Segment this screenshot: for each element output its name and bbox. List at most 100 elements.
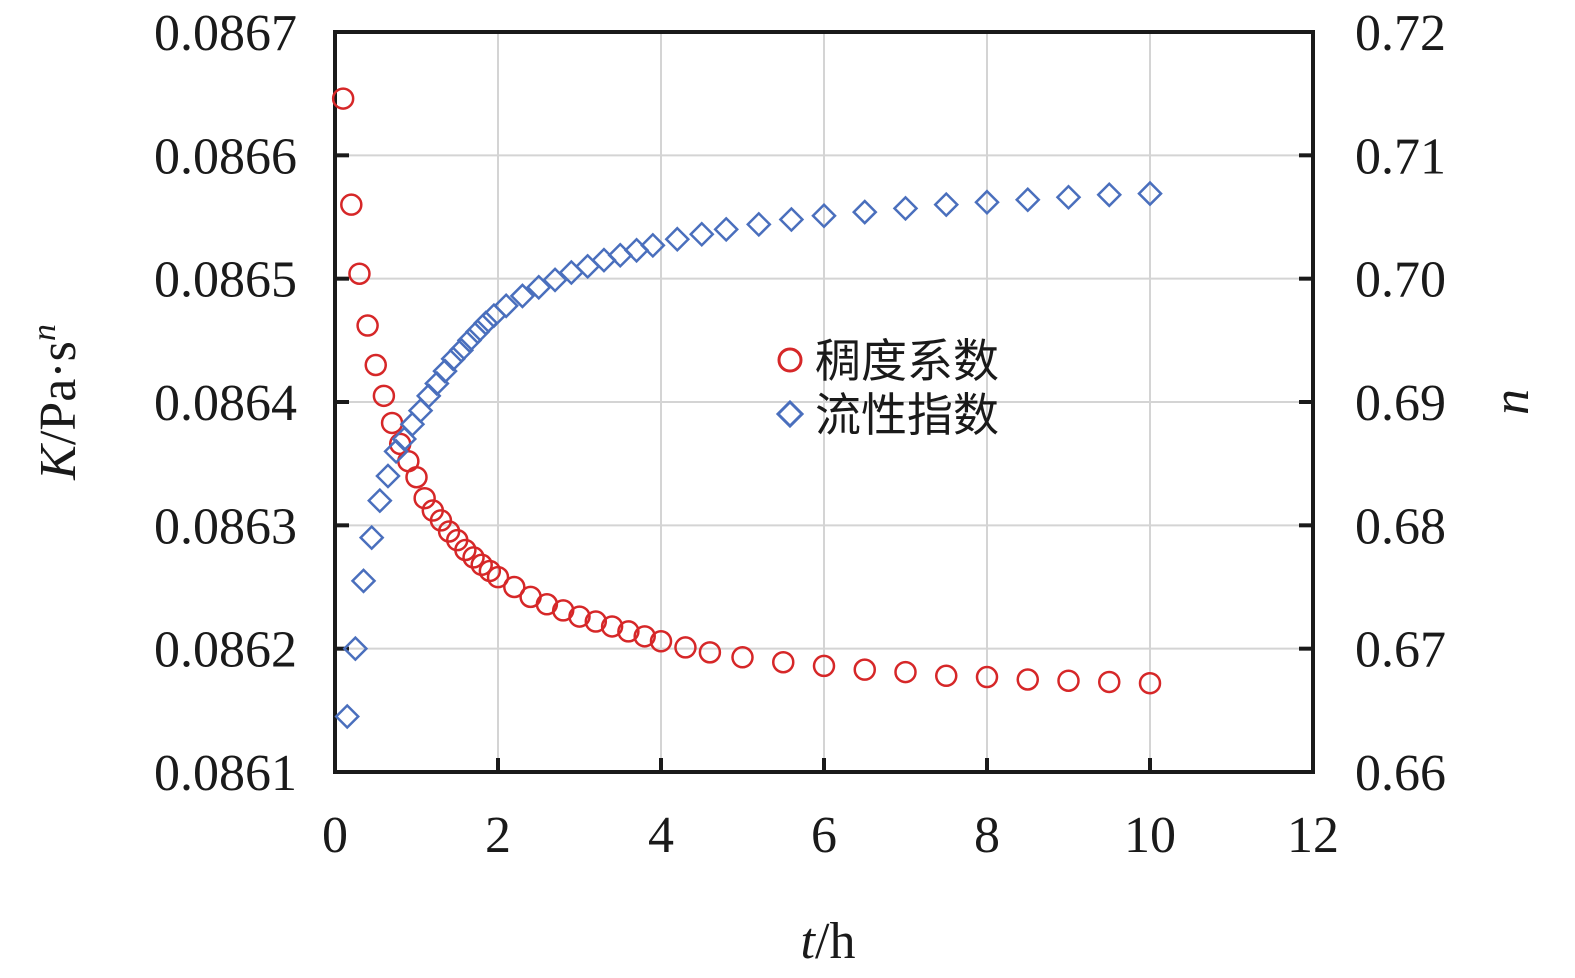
- flow-index-point: [640, 232, 666, 259]
- flow-index-point: [542, 267, 568, 293]
- consistency-point: [1138, 671, 1162, 695]
- flow-index-point: [778, 206, 805, 233]
- consistency-point: [348, 262, 371, 285]
- y-right-tick-label: 0.67: [1355, 622, 1446, 679]
- y-right-tick-label: 0.66: [1355, 745, 1446, 802]
- consistency-point: [331, 87, 355, 110]
- flow-index-point: [415, 383, 442, 409]
- y-left-tick-label: 0.0861: [154, 745, 297, 802]
- x-tick-label: 2: [485, 807, 511, 864]
- consistency-point: [731, 646, 754, 669]
- x-tick-label: 10: [1124, 807, 1176, 864]
- consistency-point: [584, 610, 608, 633]
- consistency-point: [405, 465, 428, 489]
- flow-index-point: [1055, 184, 1082, 211]
- axis-ticks: [333, 30, 1315, 774]
- y-left-tick-label: 0.0863: [154, 498, 297, 555]
- flow-index-point: [464, 318, 491, 345]
- legend-label-flow-index: 流性指数: [815, 388, 999, 442]
- series: [331, 87, 1163, 730]
- legend-label-consistency: 稠度系数: [815, 334, 999, 388]
- y-left-tick-labels: 0.0861 0.0862 0.0863 0.0864 0.0865 0.0866 0.08…: [154, 5, 297, 802]
- consistency-point: [413, 486, 436, 510]
- y-right-tick-label: 0.68: [1355, 498, 1446, 555]
- consistency-point: [600, 615, 624, 638]
- y-right-tick-label: 0.70: [1355, 252, 1446, 309]
- consistency-point: [568, 605, 591, 628]
- flow-index-point: [688, 221, 715, 248]
- legend-circle-marker: [777, 347, 803, 373]
- y-left-axis-title: K/Pa·sn: [26, 324, 87, 481]
- flow-index-point: [456, 327, 483, 354]
- x-tick-label: 6: [811, 807, 837, 864]
- y-right-tick-label: 0.69: [1355, 375, 1446, 432]
- flow-index-point: [399, 411, 426, 437]
- consistency-point: [1016, 668, 1039, 691]
- flow-index-point: [974, 189, 1000, 215]
- consistency-point: [454, 538, 477, 562]
- consistency-point: [853, 658, 876, 681]
- y-left-tick-label: 0.0867: [154, 5, 297, 62]
- flow-index-point: [851, 199, 878, 225]
- flow-index-point: [367, 487, 393, 514]
- y-left-tick-label: 0.0866: [154, 128, 297, 185]
- flow-index-point: [1014, 186, 1041, 213]
- consistency-point: [356, 314, 379, 337]
- flow-index-point: [334, 703, 360, 730]
- flow-index-point: [811, 202, 837, 229]
- flow-index-point: [473, 310, 499, 336]
- x-axis-title-unit: /h: [815, 913, 855, 970]
- y-left-tick-label: 0.0865: [154, 252, 297, 309]
- y-left-axis-title-italic: K: [30, 443, 87, 481]
- grid: [335, 32, 1313, 772]
- x-tick-label: 12: [1287, 807, 1339, 864]
- flow-index-point: [746, 211, 772, 238]
- legend: 稠度系数 流性指数: [775, 334, 999, 442]
- flow-index-point: [933, 191, 960, 218]
- flow-index-point: [1137, 180, 1163, 207]
- consistency-point: [649, 630, 673, 653]
- flow-index-point: [358, 524, 385, 551]
- legend-diamond-marker: [775, 399, 805, 429]
- y-left-axis-title-superscript: n: [26, 324, 63, 341]
- consistency-point: [894, 660, 917, 684]
- x-tick-label: 0: [322, 807, 348, 864]
- consistency-point: [462, 546, 485, 569]
- consistency-point: [364, 353, 387, 377]
- consistency-point: [486, 565, 510, 589]
- y-left-tick-label: 0.0864: [154, 375, 297, 432]
- consistency-point: [429, 509, 453, 532]
- consistency-point: [633, 625, 656, 648]
- flow-index-point: [440, 346, 466, 372]
- flow-index-point: [892, 195, 919, 222]
- consistency-point: [975, 665, 999, 689]
- flow-index-point: [1096, 182, 1123, 208]
- y-left-tick-label: 0.0862: [154, 622, 297, 679]
- consistency-point: [698, 641, 722, 664]
- consistency-point: [772, 650, 795, 674]
- consistency-point: [380, 411, 404, 435]
- y-right-axis-title-italic: n: [1483, 389, 1540, 415]
- y-right-tick-label: 0.71: [1355, 128, 1446, 185]
- flow-index-point: [713, 216, 739, 243]
- flow-index-point: [350, 568, 377, 594]
- x-axis-title: t/h: [801, 913, 856, 970]
- x-tick-label: 4: [648, 807, 674, 864]
- x-tick-label: 8: [974, 807, 1000, 864]
- y-right-tick-labels: 0.66 0.67 0.68 0.69 0.70 0.71 0.72: [1355, 5, 1446, 802]
- consistency-point: [617, 620, 640, 643]
- consistency-point: [1057, 669, 1080, 692]
- flow-index-point: [509, 283, 536, 309]
- x-axis-tick-labels: 0 2 4 6 8 10 12: [322, 807, 1339, 864]
- flow-index-point: [448, 337, 475, 363]
- flow-index-point: [432, 358, 458, 384]
- consistency-point: [340, 193, 363, 216]
- flow-index-point: [342, 635, 369, 662]
- x-axis-title-italic: t: [801, 913, 817, 970]
- consistency-point: [674, 636, 697, 659]
- consistency-point: [503, 575, 526, 599]
- flow-index-point: [664, 226, 691, 252]
- consistency-point: [372, 384, 396, 408]
- y-left-axis-title-unit: /Pa·s: [30, 341, 87, 445]
